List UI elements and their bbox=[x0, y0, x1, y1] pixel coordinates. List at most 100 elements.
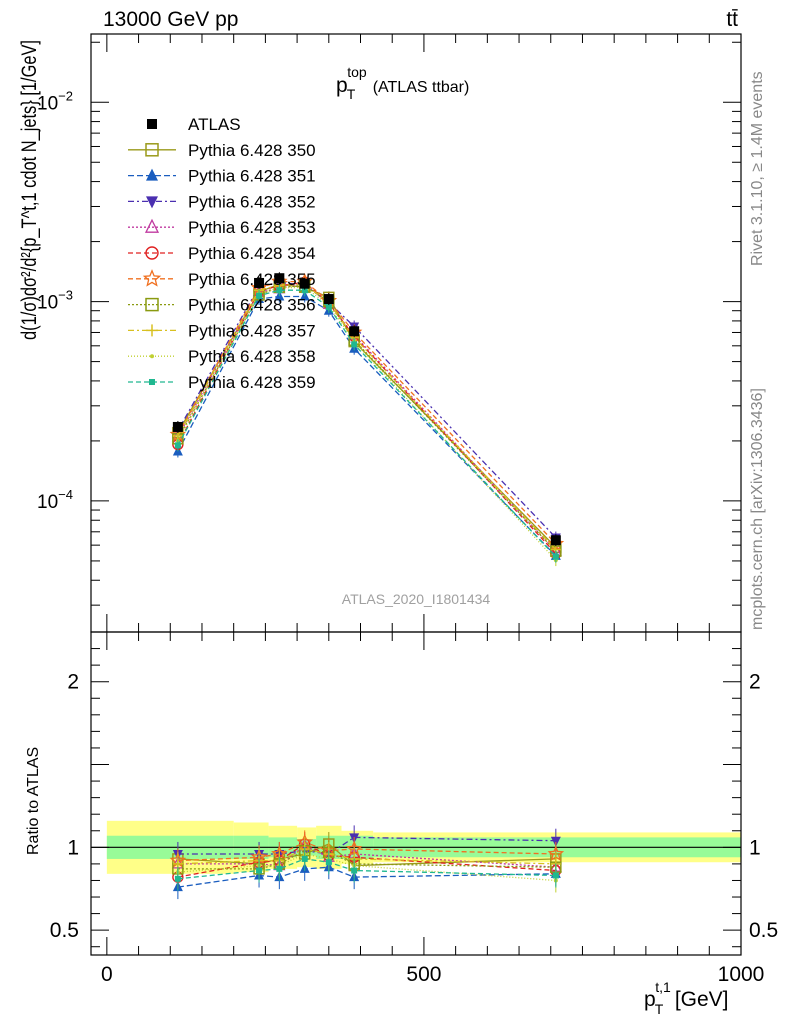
energy-label: 13000 GeV pp bbox=[103, 8, 238, 31]
main-y-tick-label: 10−4 bbox=[37, 487, 73, 513]
ratio-point-pythia-6-428-352 bbox=[550, 836, 561, 847]
legend-label-pythia-6-428-351: Pythia 6.428 351 bbox=[188, 167, 316, 186]
data-point-pythia-6-428-359 bbox=[552, 553, 559, 560]
legend-marker-pythia-6-428-352 bbox=[146, 196, 158, 209]
legend-entry-pythia-6-428-352: Pythia 6.428 352 bbox=[128, 192, 316, 211]
legend-marker-pythia-6-428-351 bbox=[146, 168, 158, 181]
legend-entry-atlas: ATLAS bbox=[147, 115, 241, 134]
legend-marker-pythia-6-428-359 bbox=[149, 379, 155, 385]
data-point-atlas bbox=[550, 535, 561, 546]
ratio-point-pythia-6-428-359 bbox=[552, 872, 559, 879]
ratio-y-tick-label-right: 1 bbox=[749, 836, 761, 859]
legend-label-pythia-6-428-358: Pythia 6.428 358 bbox=[188, 347, 316, 366]
ratio-y-axis-label: Ratio to ATLAS bbox=[25, 747, 42, 855]
data-point-pythia-6-428-359 bbox=[256, 292, 263, 299]
legend-marker-pythia-6-428-354 bbox=[145, 246, 159, 260]
data-point-atlas bbox=[323, 294, 334, 305]
chart-title-rest: (ATLAS ttbar) bbox=[373, 79, 470, 96]
x-axis-label-sup: t,1 bbox=[655, 979, 671, 995]
data-point-atlas bbox=[299, 278, 310, 289]
series-pythia-6-428-359 bbox=[174, 284, 559, 563]
x-tick-label: 500 bbox=[406, 963, 441, 986]
ratio-y-tick-label-right: 0.5 bbox=[749, 919, 778, 942]
legend-entry-pythia-6-428-350: Pythia 6.428 350 bbox=[128, 141, 316, 160]
chart-title-sup: top bbox=[347, 64, 367, 80]
data-point-atlas bbox=[254, 277, 265, 288]
ratio-point-pythia-6-428-359 bbox=[301, 855, 308, 862]
data-point-pythia-6-428-359 bbox=[351, 341, 358, 348]
legend-entry-pythia-6-428-356: Pythia 6.428 356 bbox=[128, 296, 316, 315]
legend-entry-pythia-6-428-351: Pythia 6.428 351 bbox=[128, 167, 316, 186]
legend-label-pythia-6-428-356: Pythia 6.428 356 bbox=[188, 296, 316, 315]
data-point-atlas bbox=[274, 273, 285, 284]
watermark: ATLAS_2020_I1801434 bbox=[342, 591, 491, 607]
main-y-tick-label: 10−2 bbox=[37, 88, 73, 114]
ratio-panel: 0.5 0.5 1 1 2 2 0 500 1000 Ratio to ATLAS pTt,1[… bbox=[25, 631, 778, 1017]
series-pythia-6-428-353 bbox=[171, 275, 562, 558]
ratio-y-tick-label: 2 bbox=[67, 671, 79, 694]
legend-entry-pythia-6-428-359: Pythia 6.428 359 bbox=[128, 373, 316, 392]
x-axis-label-sub: T bbox=[655, 1001, 664, 1017]
main-y-tick-label-exponent: −4 bbox=[58, 487, 73, 502]
legend-entry-pythia-6-428-358: Pythia 6.428 358 bbox=[128, 347, 316, 366]
x-axis-label-unit: [GeV] bbox=[675, 988, 729, 1011]
x-axis-label-main: p bbox=[644, 988, 656, 1011]
process-label: tt̄ bbox=[726, 8, 738, 31]
main-series-group bbox=[169, 272, 565, 567]
series-pythia-6-428-355 bbox=[169, 272, 565, 551]
ratio-frame bbox=[90, 631, 742, 956]
ratio-point-pythia-6-428-359 bbox=[276, 865, 283, 872]
legend-entry-pythia-6-428-355: Pythia 6.428 355 bbox=[128, 269, 316, 289]
data-point-atlas bbox=[349, 326, 360, 337]
legend-entry-pythia-6-428-353: Pythia 6.428 353 bbox=[128, 218, 316, 237]
chart-title-sub: T bbox=[347, 86, 356, 102]
series-pythia-6-428-352 bbox=[172, 276, 561, 544]
x-tick-label: 1000 bbox=[718, 963, 765, 986]
ratio-y-tick-label-right: 2 bbox=[749, 671, 761, 694]
legend-label-pythia-6-428-353: Pythia 6.428 353 bbox=[188, 218, 316, 237]
ratio-point-pythia-6-428-359 bbox=[174, 875, 181, 882]
rivet-version-label: Rivet 3.1.10, ≥ 1.4M events bbox=[749, 71, 766, 266]
legend-label-pythia-6-428-357: Pythia 6.428 357 bbox=[188, 321, 316, 340]
legend-label-pythia-6-428-355: Pythia 6.428 355 bbox=[188, 270, 316, 289]
ratio-point-pythia-6-428-359 bbox=[256, 867, 263, 874]
ratio-point-pythia-6-428-359 bbox=[325, 859, 332, 866]
chart-title: pTtop (ATLAS ttbar) bbox=[336, 64, 469, 102]
legend-label-pythia-6-428-352: Pythia 6.428 352 bbox=[188, 192, 316, 211]
legend-marker-pythia-6-428-350 bbox=[145, 143, 159, 157]
ratio-axes: 0.5 0.5 1 1 2 2 0 500 1000 bbox=[50, 631, 778, 986]
legend-marker-pythia-6-428-353 bbox=[144, 218, 160, 233]
mcplots-reference-label: mcplots.cern.ch [arXiv:1306.3436] bbox=[749, 388, 766, 630]
legend-marker-atlas bbox=[147, 119, 157, 129]
legend-label-pythia-6-428-359: Pythia 6.428 359 bbox=[188, 373, 316, 392]
legend-marker-pythia-6-428-358 bbox=[150, 354, 154, 359]
legend-marker-pythia-6-428-355 bbox=[142, 269, 162, 287]
ratio-series-group bbox=[169, 825, 565, 900]
main-y-axis-label-text: d(1/σ)dσ²/d²{p_T^t,1 cdot N_jets} [1/GeV… bbox=[18, 40, 41, 340]
legend-marker-pythia-6-428-356 bbox=[145, 297, 159, 312]
series-pythia-6-428-350 bbox=[172, 278, 562, 554]
series-pythia-6-428-354 bbox=[172, 276, 562, 560]
data-point-atlas bbox=[172, 421, 183, 432]
legend-entry-pythia-6-428-357: Pythia 6.428 357 bbox=[128, 321, 316, 340]
chart-title-main: p bbox=[336, 74, 348, 97]
ratio-series-pythia-6-428-359 bbox=[174, 846, 559, 891]
legend-label-atlas: ATLAS bbox=[188, 115, 241, 134]
main-y-tick-label: 10−3 bbox=[37, 288, 73, 314]
legend-entry-pythia-6-428-354: Pythia 6.428 354 bbox=[128, 244, 316, 263]
series-pythia-6-428-357 bbox=[172, 278, 561, 556]
x-axis-label: pTt,1[GeV] bbox=[644, 979, 729, 1017]
main-panel: 10−4 10−3 10−2 ATLAS_2020_I1801434 pTtop (A… bbox=[18, 33, 742, 633]
data-point-pythia-6-428-359 bbox=[276, 287, 283, 294]
data-point-pythia-6-428-359 bbox=[174, 442, 181, 449]
ratio-y-tick-label: 0.5 bbox=[50, 919, 79, 942]
x-tick-label: 0 bbox=[101, 963, 113, 986]
main-y-tick-label-exponent: −2 bbox=[58, 88, 73, 103]
legend-label-pythia-6-428-354: Pythia 6.428 354 bbox=[188, 244, 316, 263]
data-point-pythia-6-428-359 bbox=[301, 287, 308, 294]
legend: ATLAS Pythia 6.428 350 Pythia 6.428 351 Pyt… bbox=[128, 115, 316, 392]
ratio-y-tick-label: 1 bbox=[67, 836, 79, 859]
data-point-pythia-6-428-359 bbox=[325, 303, 332, 310]
series-atlas bbox=[172, 272, 561, 547]
